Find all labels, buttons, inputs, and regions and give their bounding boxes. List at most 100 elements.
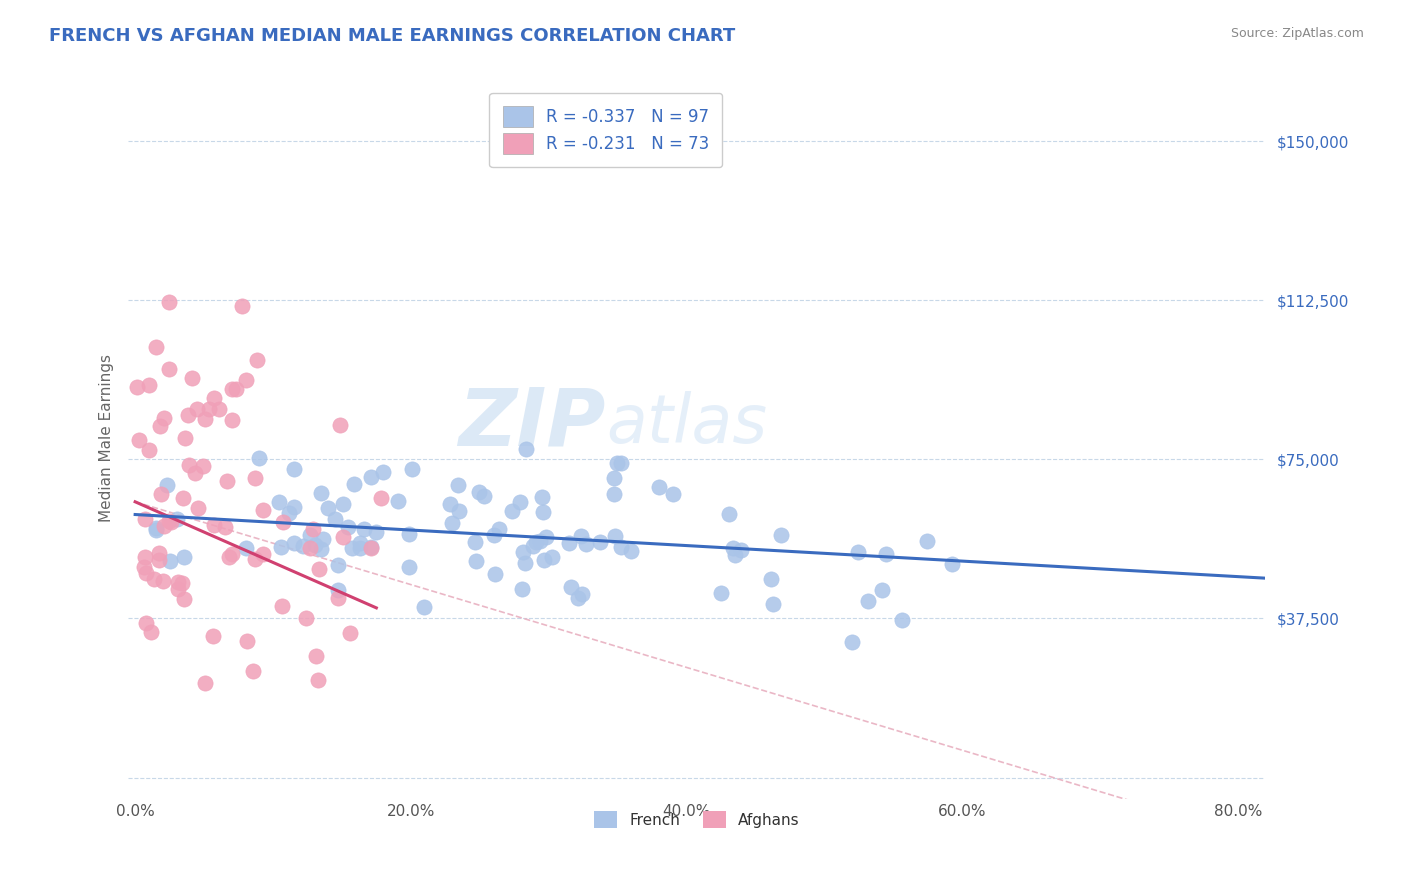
Point	[180, 370, 202, 384]
Point	[513, 557, 536, 571]
Point	[465, 553, 488, 567]
Point	[311, 486, 333, 500]
Point	[326, 591, 349, 605]
Point	[620, 543, 643, 558]
Point	[145, 523, 167, 537]
Point	[875, 547, 897, 561]
Point	[160, 515, 183, 529]
Point	[349, 541, 371, 555]
Point	[202, 518, 225, 533]
Point	[610, 456, 633, 470]
Point	[247, 451, 270, 466]
Point	[558, 536, 581, 550]
Point	[856, 594, 879, 608]
Point	[512, 544, 534, 558]
Point	[128, 433, 150, 447]
Point	[134, 615, 156, 630]
Point	[298, 541, 321, 555]
Point	[173, 491, 195, 505]
Point	[533, 553, 555, 567]
Point	[326, 558, 349, 572]
Point	[291, 539, 314, 553]
Point	[915, 533, 938, 548]
Point	[177, 409, 200, 423]
Point	[145, 521, 167, 535]
Point	[198, 402, 221, 417]
Text: ZIP: ZIP	[458, 384, 606, 463]
Point	[472, 489, 495, 503]
Point	[304, 649, 326, 664]
Point	[941, 558, 963, 572]
Point	[364, 524, 387, 539]
Point	[194, 412, 217, 426]
Point	[339, 626, 361, 640]
Point	[270, 541, 292, 555]
Point	[172, 576, 194, 591]
Point	[283, 536, 305, 550]
Point	[467, 484, 489, 499]
Point	[484, 566, 506, 581]
Point	[360, 541, 382, 555]
Point	[243, 551, 266, 566]
Point	[215, 474, 238, 488]
Point	[769, 527, 792, 541]
Point	[138, 377, 160, 392]
Point	[373, 466, 395, 480]
Point	[153, 518, 176, 533]
Point	[336, 520, 359, 534]
Point	[307, 673, 329, 688]
Point	[482, 528, 505, 542]
Point	[730, 543, 752, 558]
Point	[236, 633, 259, 648]
Point	[501, 504, 523, 518]
Point	[724, 549, 747, 563]
Point	[398, 560, 420, 574]
Point	[509, 494, 531, 508]
Point	[252, 547, 274, 561]
Point	[221, 547, 243, 561]
Point	[603, 471, 626, 485]
Point	[235, 541, 257, 556]
Point	[841, 635, 863, 649]
Point	[157, 362, 180, 376]
Point	[218, 550, 240, 565]
Point	[173, 431, 195, 445]
Point	[134, 512, 156, 526]
Point	[398, 527, 420, 541]
Y-axis label: Median Male Earnings: Median Male Earnings	[100, 354, 114, 522]
Point	[166, 511, 188, 525]
Text: FRENCH VS AFGHAN MEDIAN MALE EARNINGS CORRELATION CHART: FRENCH VS AFGHAN MEDIAN MALE EARNINGS CO…	[49, 27, 735, 45]
Point	[524, 535, 547, 549]
Point	[225, 383, 247, 397]
Point	[718, 507, 741, 521]
Point	[413, 600, 436, 615]
Point	[401, 461, 423, 475]
Text: atlas: atlas	[606, 391, 766, 457]
Point	[571, 587, 593, 601]
Point	[541, 550, 564, 565]
Point	[134, 549, 156, 564]
Point	[323, 512, 346, 526]
Point	[872, 583, 894, 598]
Point	[166, 574, 188, 589]
Point	[187, 500, 209, 515]
Point	[343, 477, 366, 491]
Point	[246, 353, 269, 368]
Point	[295, 611, 318, 625]
Point	[231, 299, 253, 313]
Point	[186, 402, 208, 417]
Point	[360, 470, 382, 484]
Point	[349, 535, 371, 549]
Text: Source: ZipAtlas.com: Source: ZipAtlas.com	[1230, 27, 1364, 40]
Point	[138, 442, 160, 457]
Point	[221, 412, 243, 426]
Point	[440, 516, 463, 531]
Point	[762, 597, 785, 611]
Point	[252, 503, 274, 517]
Point	[447, 477, 470, 491]
Point	[221, 382, 243, 396]
Point	[464, 534, 486, 549]
Point	[606, 456, 628, 470]
Point	[308, 562, 330, 576]
Point	[710, 586, 733, 600]
